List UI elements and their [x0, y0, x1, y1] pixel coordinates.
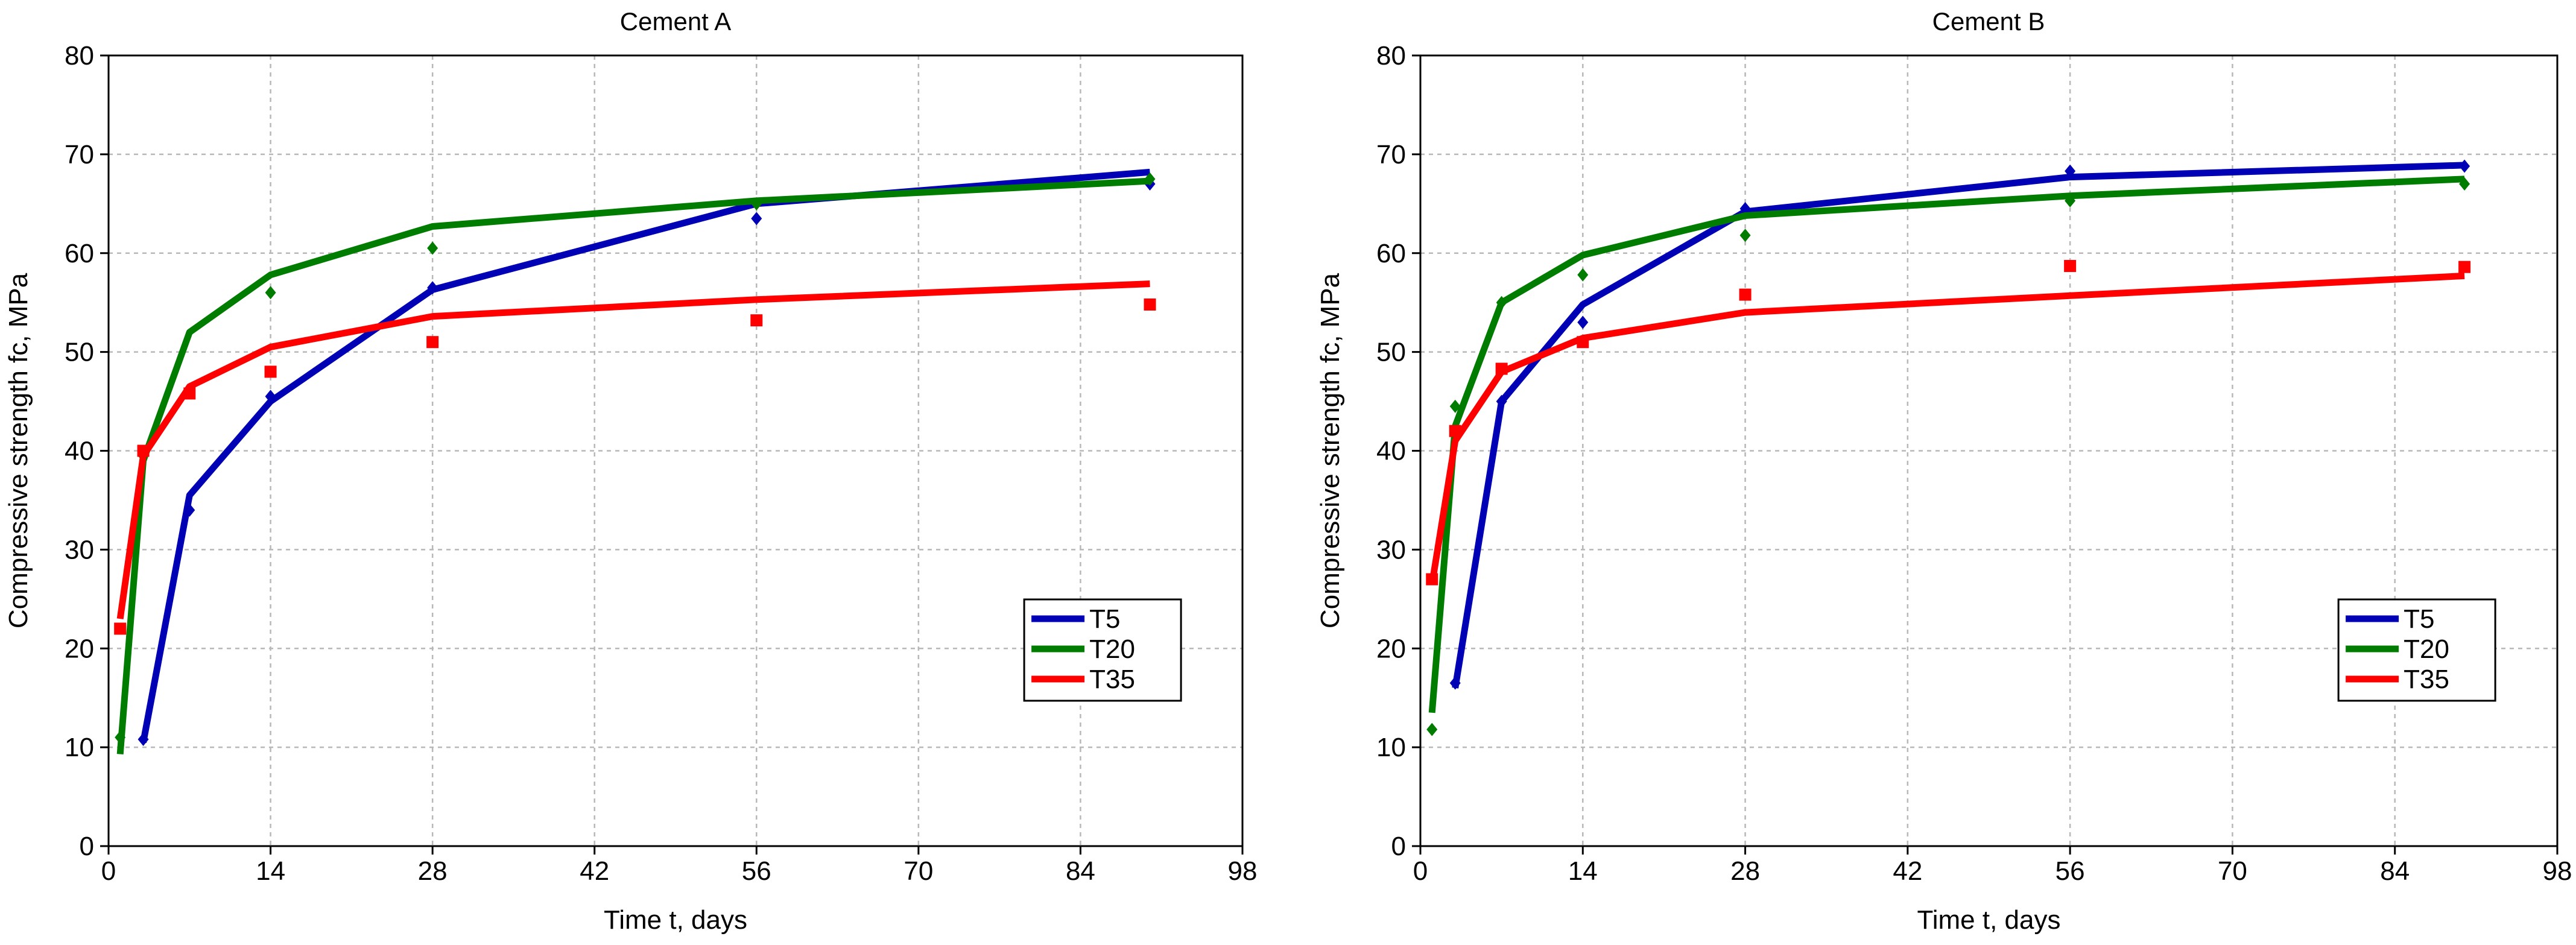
- x-tick-label: 0: [1413, 856, 1428, 886]
- series-line-t20: [1428, 175, 2465, 713]
- data-point: [1495, 362, 1508, 375]
- data-point: [184, 503, 195, 517]
- data-point: [1577, 268, 1589, 282]
- series-t5: [1449, 159, 2470, 690]
- series-t35: [1426, 260, 2471, 586]
- data-point: [2459, 177, 2470, 191]
- data-point: [1144, 172, 1156, 186]
- data-point: [750, 314, 763, 327]
- data-point: [264, 365, 277, 378]
- x-tick-label: 56: [2055, 856, 2085, 886]
- x-tick-label: 42: [580, 856, 609, 886]
- data-point: [751, 212, 762, 226]
- legend-label: T20: [1089, 634, 1135, 664]
- chart-cement-b: Cement B 0 14 28 42 56 70 84 98 0 10 20 30 40 50 60 70 80…: [1315, 7, 2572, 935]
- y-tick-label: 50: [65, 338, 94, 367]
- chart-title: Cement B: [1932, 7, 2045, 36]
- series-t35: [114, 280, 1156, 635]
- y-tick-label: 80: [65, 41, 94, 71]
- data-point: [1577, 336, 1589, 349]
- y-tick-label: 80: [1376, 41, 1406, 71]
- y-tick-label: 0: [1391, 832, 1406, 861]
- data-point: [427, 281, 438, 295]
- chart-cement-a: Cement A 0 14 28 42 56 70 84 98 0 10 20 30 40 50 60 70 80…: [4, 7, 1257, 935]
- y-tick-label: 20: [65, 634, 94, 663]
- y-tick-label: 10: [65, 733, 94, 762]
- x-tick-label: 84: [1066, 856, 1095, 886]
- series-line-t5: [140, 168, 1150, 743]
- series-line-t5: [1452, 162, 2465, 689]
- data-point: [1739, 229, 1751, 242]
- data-point: [137, 444, 150, 457]
- x-tick-label: 98: [2543, 856, 2572, 886]
- legend-label: T35: [1089, 665, 1135, 694]
- data-point: [2459, 159, 2470, 173]
- series-t5: [138, 168, 1156, 747]
- data-point: [1426, 722, 1438, 736]
- data-point: [1449, 676, 1461, 690]
- x-axis-label: Time t, days: [604, 905, 747, 935]
- x-tick-label: 14: [256, 856, 285, 886]
- y-tick-label: 60: [65, 239, 94, 268]
- data-point: [1144, 298, 1156, 311]
- x-tick-label: 28: [418, 856, 448, 886]
- data-point: [1739, 202, 1751, 216]
- x-tick-label: 98: [1228, 856, 1258, 886]
- y-tick-label: 40: [65, 437, 94, 466]
- x-tick-label: 28: [1730, 856, 1760, 886]
- x-tick-label: 0: [101, 856, 116, 886]
- data-point: [426, 336, 439, 349]
- data-point: [751, 197, 762, 210]
- data-point: [115, 730, 126, 744]
- x-tick-label: 84: [2380, 856, 2410, 886]
- data-point: [2065, 164, 2076, 178]
- data-point: [1449, 399, 1461, 413]
- data-point: [1496, 394, 1507, 408]
- series-line-t20: [116, 177, 1150, 755]
- x-tick-label: 70: [903, 856, 933, 886]
- y-tick-label: 30: [1376, 535, 1406, 564]
- data-point: [1449, 425, 1461, 437]
- data-point: [2064, 260, 2077, 273]
- x-tick-label: 70: [2218, 856, 2247, 886]
- y-tick-label: 60: [1376, 239, 1406, 268]
- chart-title: Cement A: [620, 7, 731, 36]
- data-point: [114, 622, 127, 635]
- x-axis-label: Time t, days: [1917, 905, 2061, 935]
- legend-label: T5: [2404, 604, 2434, 634]
- data-point: [265, 286, 276, 300]
- y-axis-label: Compressive strength fc, MPa: [1315, 273, 1345, 628]
- data-point: [138, 733, 149, 747]
- y-tick-label: 40: [1376, 437, 1406, 466]
- data-point: [265, 390, 276, 403]
- data-point: [427, 241, 438, 255]
- y-tick-label: 50: [1376, 338, 1406, 367]
- data-point: [1426, 573, 1438, 586]
- data-point: [2458, 261, 2471, 273]
- data-point: [1496, 296, 1507, 309]
- x-tick-label: 14: [1568, 856, 1598, 886]
- legend-label: T20: [2404, 634, 2449, 664]
- data-point: [2065, 194, 2076, 207]
- data-point: [1577, 315, 1589, 329]
- y-axis-label: Compressive strength fc, MPa: [4, 273, 33, 628]
- data-point: [183, 387, 196, 400]
- y-tick-label: 20: [1376, 634, 1406, 663]
- y-tick-label: 70: [1376, 140, 1406, 169]
- y-tick-label: 0: [80, 832, 94, 861]
- x-tick-label: 56: [742, 856, 771, 886]
- legend-label: T5: [1089, 604, 1120, 634]
- legend-label: T35: [2404, 665, 2449, 694]
- data-point: [1739, 288, 1752, 301]
- x-tick-label: 42: [1893, 856, 1922, 886]
- y-tick-label: 10: [1376, 733, 1406, 762]
- y-tick-label: 70: [65, 140, 94, 169]
- y-tick-label: 30: [65, 535, 94, 564]
